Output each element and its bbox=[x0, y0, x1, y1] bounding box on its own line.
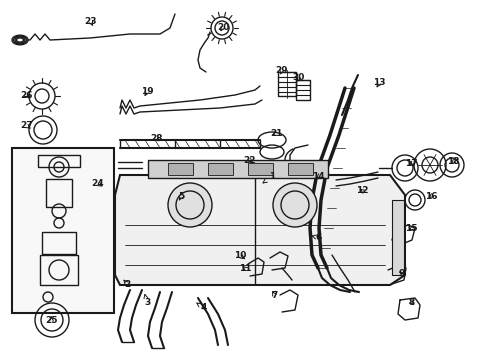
Text: 20: 20 bbox=[217, 22, 229, 31]
Text: 7: 7 bbox=[271, 291, 278, 300]
Text: 29: 29 bbox=[275, 66, 288, 75]
Text: 17: 17 bbox=[405, 159, 418, 168]
Text: 3: 3 bbox=[144, 294, 150, 307]
Text: 5: 5 bbox=[178, 192, 184, 201]
Text: 21: 21 bbox=[270, 129, 283, 138]
Bar bbox=[40, 255, 78, 285]
Text: 13: 13 bbox=[373, 78, 386, 87]
Text: 15: 15 bbox=[405, 224, 418, 233]
Bar bbox=[42, 232, 76, 254]
Text: 25: 25 bbox=[45, 316, 58, 325]
Text: 27: 27 bbox=[21, 122, 33, 130]
Text: 6: 6 bbox=[312, 233, 321, 242]
Bar bbox=[288, 163, 313, 175]
Bar bbox=[296, 80, 310, 100]
Text: 16: 16 bbox=[425, 192, 438, 201]
Text: 18: 18 bbox=[447, 158, 460, 166]
Text: 12: 12 bbox=[356, 186, 369, 195]
Bar bbox=[38, 155, 80, 167]
Bar bbox=[46, 179, 72, 207]
Bar bbox=[278, 72, 296, 96]
Bar bbox=[148, 160, 328, 178]
Bar bbox=[168, 163, 193, 175]
Circle shape bbox=[273, 183, 317, 227]
Text: 14: 14 bbox=[312, 172, 325, 181]
Text: 4: 4 bbox=[197, 303, 207, 312]
Text: 9: 9 bbox=[398, 269, 405, 278]
Text: 30: 30 bbox=[293, 73, 305, 82]
Text: 24: 24 bbox=[92, 179, 104, 188]
Text: 10: 10 bbox=[234, 251, 246, 260]
Text: 8: 8 bbox=[409, 298, 415, 307]
Text: 2: 2 bbox=[124, 280, 130, 289]
Text: 26: 26 bbox=[21, 91, 33, 100]
Polygon shape bbox=[115, 175, 405, 285]
Circle shape bbox=[168, 183, 212, 227]
Text: 22: 22 bbox=[244, 156, 256, 165]
Bar bbox=[12, 148, 114, 313]
Bar bbox=[392, 200, 404, 275]
Text: 1: 1 bbox=[263, 172, 275, 183]
Text: 19: 19 bbox=[141, 87, 153, 96]
Text: 11: 11 bbox=[239, 264, 251, 273]
Bar bbox=[248, 163, 273, 175]
Bar bbox=[208, 163, 233, 175]
Text: 23: 23 bbox=[84, 17, 97, 26]
Text: 28: 28 bbox=[150, 134, 163, 143]
